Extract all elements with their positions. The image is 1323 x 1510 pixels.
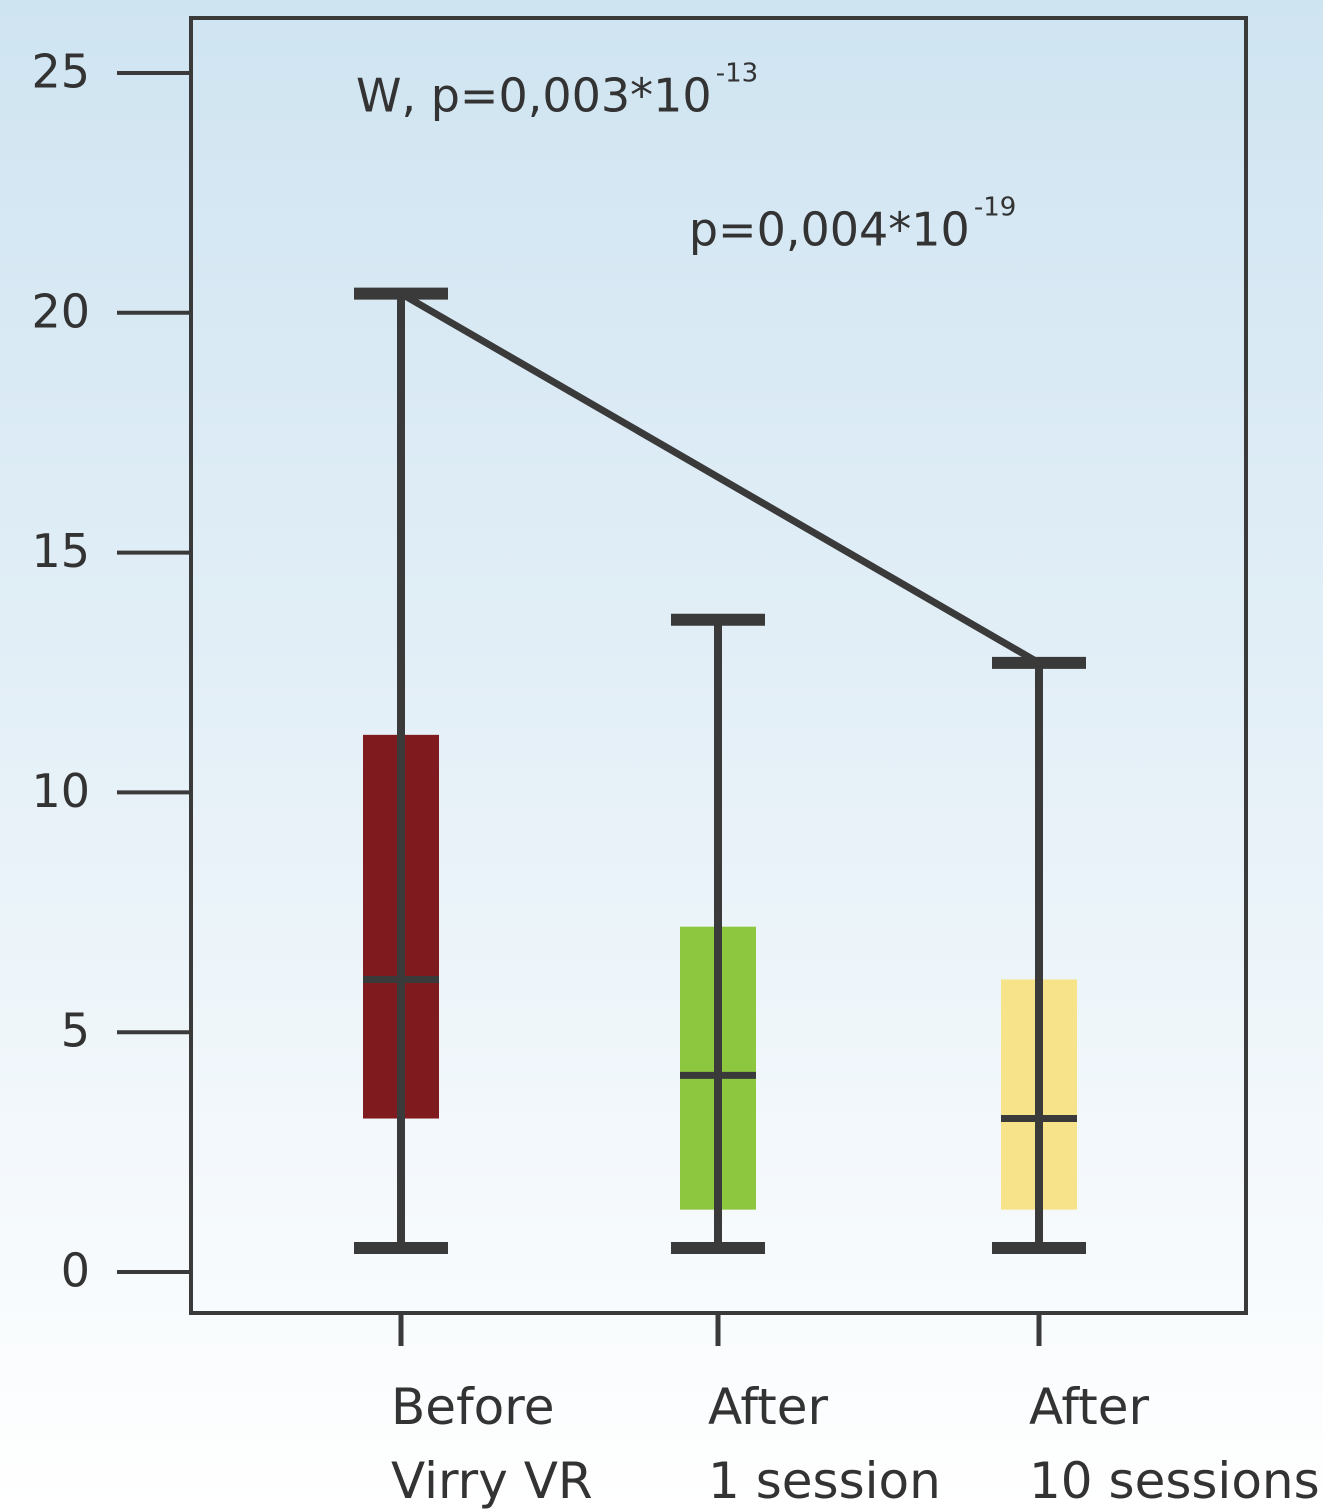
y-tick-label: 10 [31, 764, 90, 818]
x-category-label-line2: 10 sessions [1029, 1452, 1320, 1510]
x-category-label-line2: Virry VR [391, 1452, 593, 1510]
p-value-text: W, p=0,003*10 [356, 68, 712, 122]
y-tick-label: 20 [31, 284, 90, 338]
p-value-text: p=0,004*10 [689, 203, 970, 257]
p-value-exponent: -19 [974, 193, 1016, 223]
y-axis: 0 5 10 15 20 25 [31, 45, 191, 1298]
box-group [992, 656, 1086, 1255]
x-category-label-line1: After [1029, 1378, 1150, 1436]
box-series [354, 287, 1086, 1255]
p-value-exponent: -13 [716, 58, 758, 88]
box-group [354, 287, 448, 1255]
box-group [671, 613, 765, 1255]
p-value-annotation: p=0,004*10 -19 [689, 193, 1016, 257]
x-category-label-line1: Before [391, 1378, 554, 1436]
y-tick-label: 5 [61, 1004, 90, 1058]
trend-line [397, 290, 1043, 667]
annotations: W, p=0,003*10 -13 p=0,004*10 -19 [356, 58, 1016, 256]
x-category-label-line1: After [708, 1378, 829, 1436]
x-category-label-line2: 1 session [708, 1452, 941, 1510]
p-value-annotation: W, p=0,003*10 -13 [356, 58, 758, 122]
y-tick-label: 0 [61, 1244, 90, 1298]
y-tick-label: 15 [31, 524, 90, 578]
y-tick-label: 25 [31, 45, 90, 99]
x-axis: Before Virry VR After 1 session After 10 sess… [391, 1313, 1320, 1510]
